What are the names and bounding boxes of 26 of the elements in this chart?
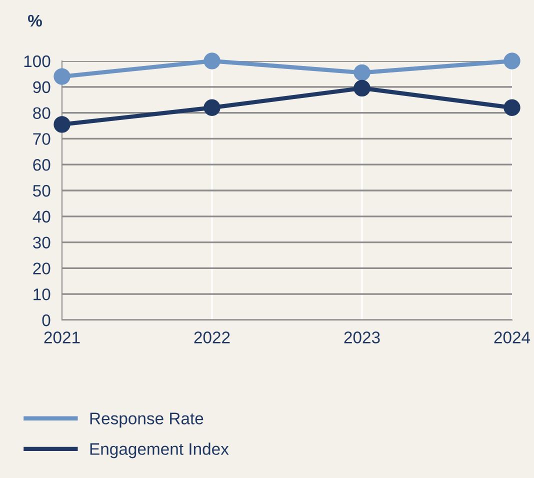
point — [54, 116, 70, 133]
y-tick-label: 70 — [33, 133, 50, 145]
y-tick-label: 80 — [33, 107, 50, 120]
legend-label: Engagement Index — [90, 442, 229, 458]
point — [354, 64, 370, 81]
y-tick-label: 90 — [33, 81, 50, 94]
point — [504, 99, 520, 116]
y-tick-label: 20 — [33, 262, 50, 274]
y-tick-label: 100 — [24, 55, 50, 68]
x-tick-label: 2024 — [494, 332, 530, 344]
point — [354, 80, 370, 97]
y-tick-label: 30 — [32, 236, 50, 249]
legend-label: Response Rate — [90, 412, 204, 428]
point — [204, 99, 220, 116]
x-tick-label: 2022 — [194, 332, 230, 344]
x-tick-label: 2023 — [344, 332, 380, 344]
y-axis-title: % — [28, 14, 42, 27]
x-tick-label: 2021 — [44, 332, 80, 344]
point — [204, 52, 220, 70]
y-tick-label: 50 — [33, 184, 50, 197]
point — [504, 52, 520, 70]
y-tick-label: 60 — [33, 159, 50, 171]
y-tick-label: 40 — [32, 210, 50, 223]
y-tick-label: 10 — [34, 288, 50, 300]
y-tick-label: 0 — [42, 314, 50, 326]
point — [54, 68, 70, 85]
